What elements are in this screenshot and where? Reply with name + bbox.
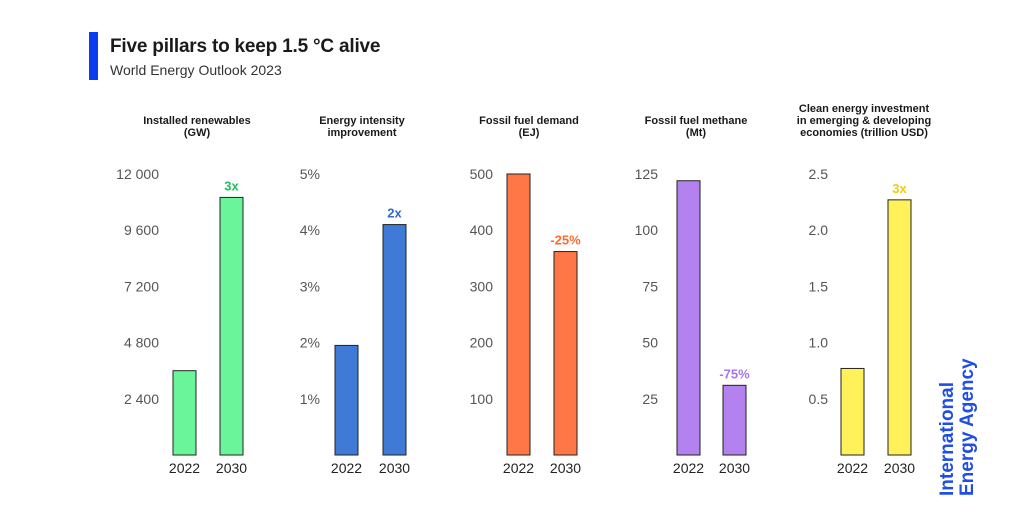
- panel-title-line: (EJ): [519, 127, 540, 139]
- bar-2030: [722, 384, 747, 456]
- panel-4: Fossil fuel methane(Mt) 25 50 75 100 125 2022 2…: [635, 115, 751, 476]
- bar-2030: [382, 224, 407, 456]
- x-category-label: 2030: [884, 460, 915, 476]
- panel-1: Installed renewables(GW) 2 400 4 800 7 200 9…: [116, 115, 251, 476]
- change-label: -75%: [719, 366, 750, 381]
- bar-2022: [676, 180, 701, 456]
- title-accent-bar: [89, 32, 98, 80]
- change-label: 2x: [387, 206, 402, 221]
- y-tick-label: 100: [470, 391, 494, 407]
- x-category-label: 2030: [379, 460, 410, 476]
- y-tick-label: 125: [635, 166, 659, 182]
- panel-title-line: in emerging & developing: [797, 115, 931, 127]
- y-tick-label: 2.0: [809, 222, 829, 238]
- change-label: 3x: [224, 178, 239, 193]
- y-tick-label: 0.5: [809, 391, 829, 407]
- x-category-label: 2030: [719, 460, 750, 476]
- chart-title: Five pillars to keep 1.5 °C alive: [110, 36, 381, 57]
- y-tick-label: 1.0: [809, 335, 829, 351]
- y-tick-label: 7 200: [124, 278, 159, 294]
- y-tick-label: 500: [470, 166, 494, 182]
- y-tick-label: 2.5: [809, 166, 829, 182]
- x-category-label: 2022: [837, 460, 868, 476]
- x-category-label: 2022: [169, 460, 200, 476]
- y-tick-label: 2 400: [124, 391, 159, 407]
- panel-title-line: Installed renewables: [143, 115, 251, 127]
- y-tick-label: 3%: [300, 278, 320, 294]
- x-category-label: 2022: [331, 460, 362, 476]
- panel-title-line: Clean energy investment: [799, 103, 930, 115]
- y-tick-label: 4%: [300, 222, 320, 238]
- y-tick-label: 1.5: [809, 278, 829, 294]
- x-category-label: 2022: [673, 460, 704, 476]
- bar-2030: [887, 199, 912, 456]
- chart-subtitle: World Energy Outlook 2023: [110, 62, 282, 78]
- x-category-label: 2022: [503, 460, 534, 476]
- panel-title-line: Energy intensity: [319, 115, 405, 127]
- panel-3: Fossil fuel demand(EJ) 100 200 300 400 500 202…: [470, 115, 582, 476]
- bar-2030: [219, 196, 244, 456]
- y-tick-label: 2%: [300, 335, 320, 351]
- x-category-label: 2030: [216, 460, 247, 476]
- y-tick-label: 12 000: [116, 166, 159, 182]
- y-tick-label: 100: [635, 222, 659, 238]
- iea-logo: International Energy Agency: [937, 358, 978, 496]
- bar-2022: [506, 173, 531, 456]
- panel-title-line: Fossil fuel demand: [479, 115, 579, 127]
- bar-2022: [172, 370, 197, 456]
- panel-title-line: Fossil fuel methane: [645, 115, 748, 127]
- y-tick-label: 25: [642, 391, 658, 407]
- iea-logo-line1: International: [937, 381, 958, 496]
- x-category-label: 2030: [550, 460, 581, 476]
- y-tick-label: 50: [642, 335, 658, 351]
- panel-title-line: economies (trillion USD): [800, 127, 928, 139]
- bar-2030: [553, 251, 578, 456]
- change-label: 3x: [892, 181, 907, 196]
- panel-title-line: improvement: [327, 127, 396, 139]
- y-tick-label: 9 600: [124, 222, 159, 238]
- y-tick-label: 4 800: [124, 335, 159, 351]
- y-tick-label: 300: [470, 278, 494, 294]
- y-tick-label: 5%: [300, 166, 320, 182]
- panel-title-line: (GW): [184, 127, 211, 139]
- y-tick-label: 200: [470, 335, 494, 351]
- y-tick-label: 75: [642, 278, 658, 294]
- iea-logo-line2: Energy Agency: [957, 358, 978, 496]
- bar-2022: [334, 344, 359, 456]
- y-tick-label: 400: [470, 222, 494, 238]
- y-tick-label: 1%: [300, 391, 320, 407]
- panel-title-line: (Mt): [686, 127, 706, 139]
- change-label: -25%: [550, 233, 581, 248]
- bar-2022: [840, 367, 865, 456]
